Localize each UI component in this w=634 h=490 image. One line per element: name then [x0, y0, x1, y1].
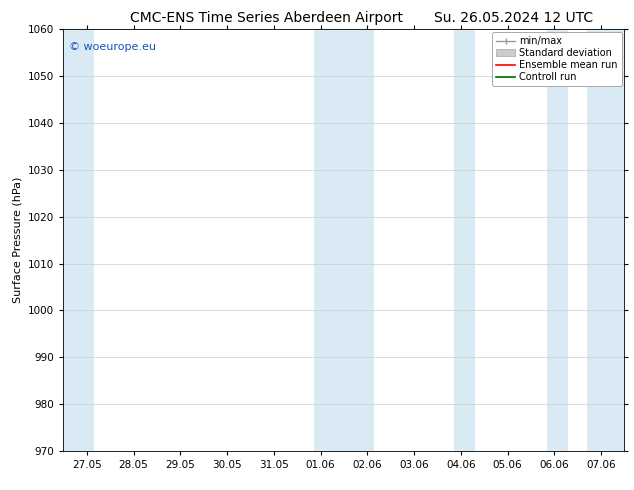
Legend: min/max, Standard deviation, Ensemble mean run, Controll run: min/max, Standard deviation, Ensemble me… [492, 32, 621, 86]
Text: Su. 26.05.2024 12 UTC: Su. 26.05.2024 12 UTC [434, 11, 593, 25]
Bar [63, 29, 94, 451]
Text: CMC-ENS Time Series Aberdeen Airport: CMC-ENS Time Series Aberdeen Airport [130, 11, 403, 25]
Bar [547, 29, 568, 451]
Y-axis label: Surface Pressure (hPa): Surface Pressure (hPa) [13, 177, 23, 303]
Bar [587, 29, 624, 451]
Text: © woeurope.eu: © woeurope.eu [69, 42, 156, 52]
Bar [454, 29, 475, 451]
Bar [314, 29, 374, 451]
